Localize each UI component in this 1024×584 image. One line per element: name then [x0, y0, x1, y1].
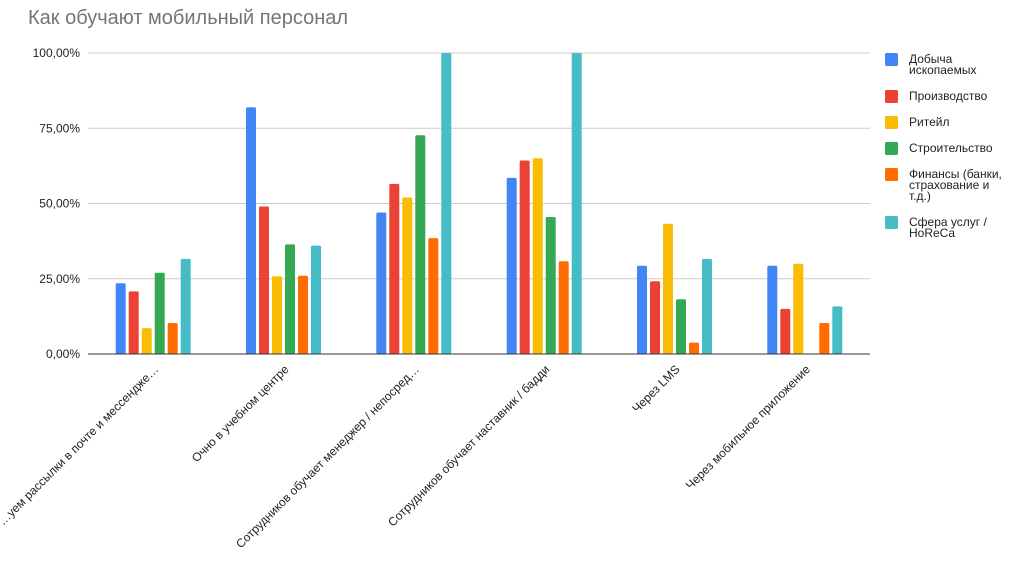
x-tick-label: Через мобильное приложение	[683, 362, 813, 492]
x-tick-label: Очно в учебном центре	[189, 362, 292, 465]
legend-swatch	[885, 90, 898, 103]
bar	[415, 135, 426, 354]
bar	[272, 276, 282, 354]
legend-label: Производство	[909, 89, 988, 103]
y-tick-label: 100,00%	[33, 46, 81, 60]
legend-label: Сфера услуг /	[909, 215, 987, 229]
bar	[298, 275, 308, 354]
bar	[545, 217, 556, 354]
legend-label: Ритейл	[909, 115, 949, 129]
bar	[519, 160, 530, 354]
bar	[285, 244, 295, 354]
legend-label: Финансы (банки,	[909, 167, 1002, 181]
legend-swatch	[885, 168, 898, 181]
x-tick-label: Сотрудников обучает наставник / бадди	[385, 362, 552, 529]
bars	[115, 53, 843, 354]
legend-item: Ритейл	[885, 115, 949, 129]
legend-item: Строительство	[885, 141, 993, 155]
bar	[389, 183, 400, 354]
legend-swatch	[885, 216, 898, 229]
legend-label: т.д.)	[909, 189, 931, 203]
y-tick-label: 75,00%	[39, 121, 80, 135]
bar	[311, 245, 321, 354]
y-tick-label: 25,00%	[39, 272, 80, 286]
bar	[819, 323, 830, 354]
bar	[259, 206, 269, 354]
bar	[532, 158, 543, 354]
bar	[689, 342, 699, 354]
bar	[663, 223, 673, 354]
legend-item: Сфера услуг /HoReCa	[885, 215, 987, 240]
legend-item: Финансы (банки,страхование ит.д.)	[885, 167, 1002, 203]
bar	[246, 107, 256, 354]
bar	[154, 272, 165, 354]
bar	[832, 306, 843, 354]
grid-layer	[88, 52, 870, 280]
legend-label: Добыча	[909, 52, 953, 66]
legend-swatch	[885, 53, 898, 66]
bar	[180, 258, 191, 354]
bar	[128, 291, 139, 354]
x-tick-label: Через LMS	[629, 362, 682, 415]
y-axis-ticks: 0,00% 25,00% 50,00% 75,00% 100,00%	[33, 46, 81, 361]
bar	[506, 177, 517, 354]
bar	[650, 281, 660, 354]
legend-label: страхование и	[909, 178, 989, 192]
x-axis-ticks: …уем рассылки в почте и мессендже… Очно в…	[0, 362, 813, 551]
bar	[571, 53, 582, 354]
bar	[402, 197, 413, 354]
y-tick-label: 50,00%	[39, 197, 80, 211]
x-tick-label: …уем рассылки в почте и мессендже…	[0, 362, 161, 528]
bar	[141, 328, 152, 354]
y-tick-label: 0,00%	[46, 347, 80, 361]
legend-item: Производство	[885, 89, 988, 103]
legend-label: ископаемых	[909, 63, 976, 77]
chart-title: Как обучают мобильный персонал	[28, 7, 348, 29]
bar	[441, 53, 452, 354]
bar	[115, 283, 126, 354]
legend-swatch	[885, 116, 898, 129]
legend-label: Строительство	[909, 141, 993, 155]
bar	[780, 308, 791, 354]
bar	[637, 265, 647, 354]
bar	[793, 263, 804, 354]
legend-swatch	[885, 142, 898, 155]
bar	[702, 258, 712, 354]
bar	[767, 265, 778, 354]
bar	[376, 212, 387, 354]
bar	[428, 238, 439, 354]
bar	[167, 323, 178, 354]
bar	[676, 299, 686, 354]
bar	[558, 261, 569, 354]
legend-label: HoReCa	[909, 226, 955, 240]
